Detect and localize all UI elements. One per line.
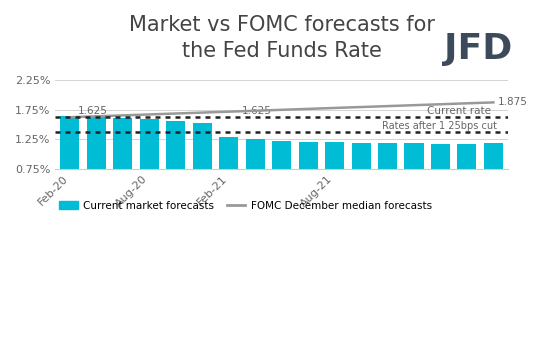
Bar [351, 143, 371, 213]
Bar [193, 124, 212, 213]
Bar [457, 144, 476, 213]
Bar [431, 144, 450, 213]
Text: 1.625: 1.625 [242, 106, 272, 116]
Bar [166, 121, 185, 213]
Bar [484, 143, 503, 213]
Text: Current rate: Current rate [427, 106, 491, 116]
Text: 1.875: 1.875 [497, 98, 527, 107]
Bar [219, 137, 238, 213]
Text: JFD: JFD [444, 32, 512, 66]
Bar [60, 116, 79, 213]
Bar [325, 142, 344, 213]
Bar [140, 119, 159, 213]
Bar [272, 141, 291, 213]
Bar [245, 139, 265, 213]
Bar [299, 141, 318, 213]
Text: 1.625: 1.625 [78, 106, 108, 116]
Bar [378, 143, 397, 213]
Title: Market vs FOMC forecasts for
the Fed Funds Rate: Market vs FOMC forecasts for the Fed Fun… [129, 15, 434, 61]
Legend: Current market forecasts, FOMC December median forecasts: Current market forecasts, FOMC December … [55, 197, 436, 215]
Bar [405, 143, 424, 213]
Bar [87, 116, 106, 213]
Bar [113, 118, 132, 213]
Text: Rates after 1 25bps cut: Rates after 1 25bps cut [382, 121, 497, 131]
